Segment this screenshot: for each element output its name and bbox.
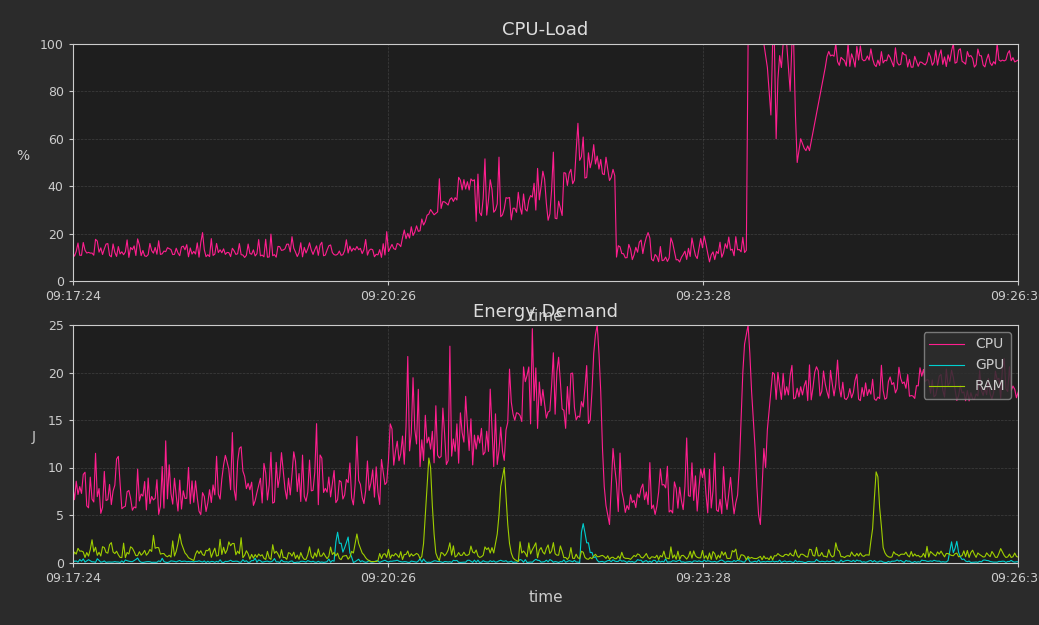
CPU xyxy=(790,394,802,402)
RAM xyxy=(790,546,802,554)
CPU xyxy=(66,481,79,489)
GPU xyxy=(739,558,751,566)
Title: Energy Demand: Energy Demand xyxy=(473,302,618,321)
RAM xyxy=(1012,553,1024,561)
GPU xyxy=(642,559,655,566)
X-axis label: time: time xyxy=(528,309,563,324)
CPU xyxy=(739,340,751,348)
GPU xyxy=(885,558,898,565)
Line: GPU: GPU xyxy=(73,524,1018,562)
Line: CPU: CPU xyxy=(73,325,1018,524)
Y-axis label: J: J xyxy=(32,430,36,444)
CPU xyxy=(119,503,132,510)
Line: RAM: RAM xyxy=(73,458,1018,561)
GPU xyxy=(288,559,300,566)
X-axis label: time: time xyxy=(528,590,563,605)
GPU xyxy=(66,556,79,563)
RAM xyxy=(365,558,377,565)
CPU xyxy=(1012,388,1024,396)
CPU xyxy=(604,521,616,528)
RAM xyxy=(119,554,132,561)
CPU xyxy=(642,501,655,508)
RAM xyxy=(739,552,751,560)
GPU xyxy=(912,558,925,566)
CPU xyxy=(591,321,604,329)
RAM xyxy=(66,553,79,561)
CPU xyxy=(912,382,925,389)
GPU xyxy=(119,556,132,564)
GPU xyxy=(1012,558,1024,566)
RAM xyxy=(423,454,435,462)
RAM xyxy=(912,552,925,559)
GPU xyxy=(577,520,589,528)
GPU xyxy=(790,557,802,564)
Title: CPU-Load: CPU-Load xyxy=(502,21,589,39)
Legend: CPU, GPU, RAM: CPU, GPU, RAM xyxy=(924,332,1011,399)
RAM xyxy=(885,553,898,561)
CPU xyxy=(885,381,898,388)
Y-axis label: %: % xyxy=(17,149,30,162)
RAM xyxy=(642,554,655,561)
